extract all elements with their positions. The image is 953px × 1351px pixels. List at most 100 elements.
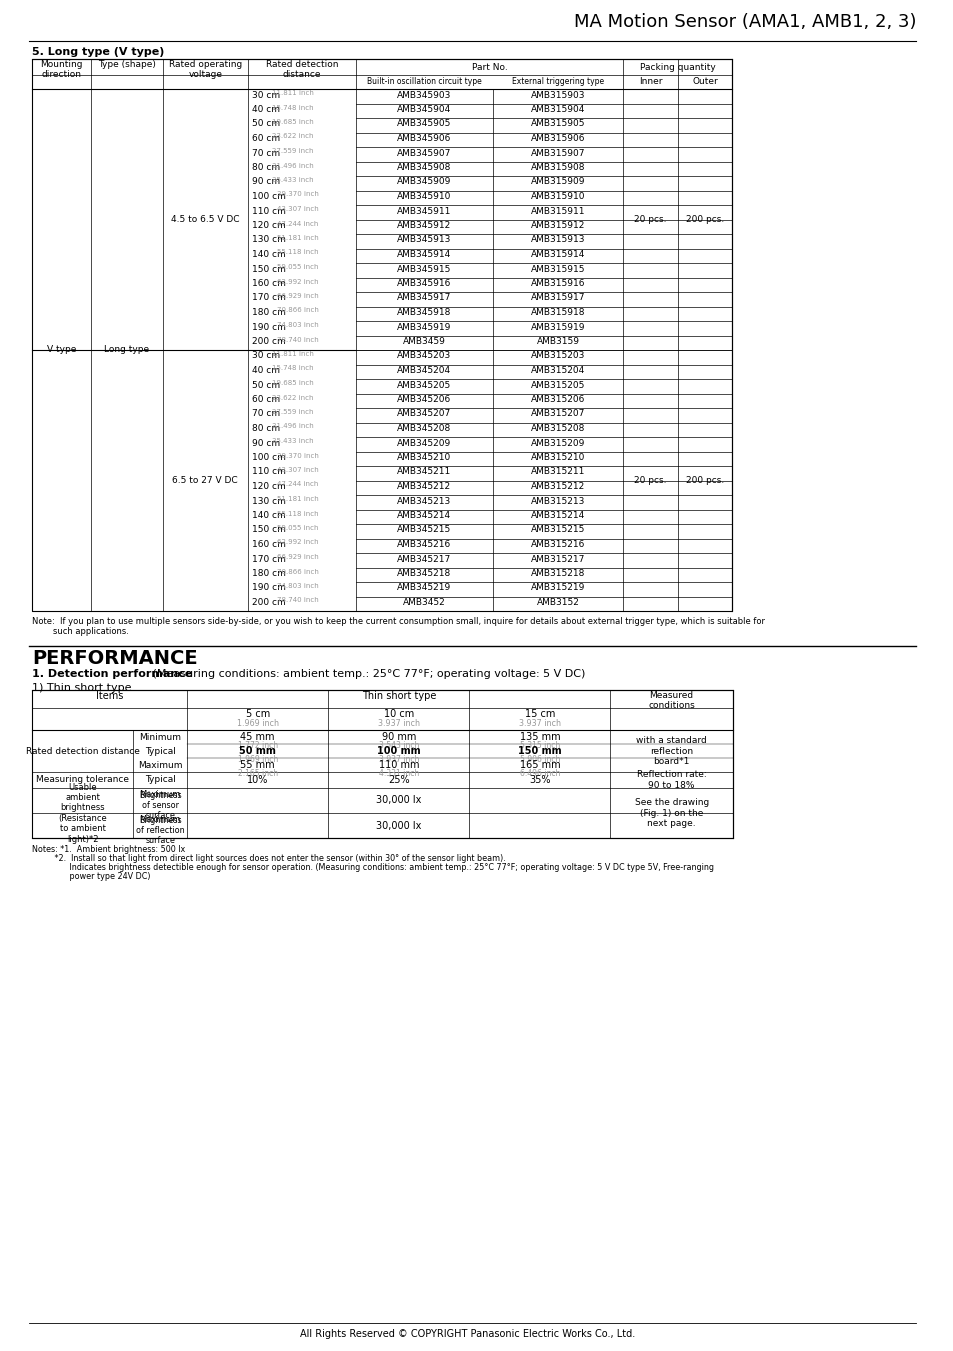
Text: 130 cm: 130 cm — [252, 235, 285, 245]
Text: AMB345204: AMB345204 — [396, 366, 451, 376]
Text: 15.748 inch: 15.748 inch — [273, 104, 314, 111]
Text: 1.969 inch: 1.969 inch — [236, 719, 278, 728]
Text: AMB345908: AMB345908 — [396, 163, 451, 172]
Text: AMB315915: AMB315915 — [530, 265, 584, 273]
Text: 45 mm: 45 mm — [240, 732, 274, 742]
Text: 200 pcs.: 200 pcs. — [685, 476, 723, 485]
Text: MA Motion Sensor (AMA1, AMB1, 2, 3): MA Motion Sensor (AMA1, AMB1, 2, 3) — [573, 14, 915, 31]
Text: AMB345219: AMB345219 — [396, 584, 451, 593]
Text: 2.165 inch: 2.165 inch — [237, 769, 277, 777]
Text: 200 pcs.: 200 pcs. — [685, 215, 723, 224]
Text: 47.244 inch: 47.244 inch — [276, 481, 317, 488]
Text: 1) Thin short type: 1) Thin short type — [32, 684, 132, 693]
Text: Type (shape): Type (shape) — [98, 59, 155, 69]
Text: 5. Long type (V type): 5. Long type (V type) — [32, 47, 165, 57]
Text: 160 cm: 160 cm — [252, 280, 285, 288]
Text: AMB345904: AMB345904 — [396, 105, 451, 113]
Text: AMB315917: AMB315917 — [530, 293, 584, 303]
Text: 66.929 inch: 66.929 inch — [276, 293, 318, 299]
Text: AMB345208: AMB345208 — [396, 424, 451, 434]
Text: Long type: Long type — [104, 346, 150, 354]
Text: AMB345218: AMB345218 — [396, 569, 451, 578]
Text: AMB315214: AMB315214 — [530, 511, 584, 520]
Text: AMB315213: AMB315213 — [530, 497, 584, 505]
Text: 70.866 inch: 70.866 inch — [276, 569, 318, 574]
Text: 110 mm: 110 mm — [378, 761, 418, 770]
Text: AMB315918: AMB315918 — [530, 308, 584, 317]
Text: 1.772 inch: 1.772 inch — [237, 740, 277, 750]
Text: Inner: Inner — [639, 77, 661, 86]
Text: AMB315206: AMB315206 — [530, 394, 584, 404]
Text: Maximum: Maximum — [139, 815, 181, 824]
Text: AMB315919: AMB315919 — [530, 323, 584, 331]
Text: 11.811 inch: 11.811 inch — [273, 351, 314, 357]
Text: 51.181 inch: 51.181 inch — [276, 235, 318, 240]
Text: Rated operating
voltage: Rated operating voltage — [169, 59, 242, 80]
Text: AMB345210: AMB345210 — [396, 453, 451, 462]
Text: 60 cm: 60 cm — [252, 134, 279, 143]
Text: AMB315203: AMB315203 — [530, 351, 584, 361]
Text: 23.622 inch: 23.622 inch — [273, 394, 314, 400]
Text: 190 cm: 190 cm — [252, 323, 285, 331]
Text: AMB345916: AMB345916 — [396, 280, 451, 288]
Text: AMB315914: AMB315914 — [530, 250, 584, 259]
Text: 180 cm: 180 cm — [252, 308, 285, 317]
Text: 165 mm: 165 mm — [519, 761, 559, 770]
Text: AMB315913: AMB315913 — [530, 235, 584, 245]
Text: Items: Items — [96, 690, 123, 701]
Text: 110 cm: 110 cm — [252, 467, 285, 477]
Text: AMB315208: AMB315208 — [530, 424, 584, 434]
Text: 5 cm: 5 cm — [245, 709, 270, 719]
Text: 31.496 inch: 31.496 inch — [273, 162, 314, 169]
Text: AMB315911: AMB315911 — [530, 207, 584, 216]
Text: 43.307 inch: 43.307 inch — [276, 205, 318, 212]
Text: 59.055 inch: 59.055 inch — [276, 263, 317, 270]
Text: 30 cm: 30 cm — [252, 351, 279, 361]
Text: 6.5 to 27 V DC: 6.5 to 27 V DC — [172, 476, 238, 485]
Text: 15.748 inch: 15.748 inch — [273, 366, 314, 372]
Text: 40 cm: 40 cm — [252, 366, 279, 376]
Text: 66.929 inch: 66.929 inch — [276, 554, 318, 561]
Text: 51.181 inch: 51.181 inch — [276, 496, 318, 503]
Text: 100 cm: 100 cm — [252, 192, 285, 201]
Text: 78.740 inch: 78.740 inch — [276, 336, 318, 343]
Text: 35.433 inch: 35.433 inch — [273, 438, 314, 444]
Text: 180 cm: 180 cm — [252, 569, 285, 578]
Text: 6.496 inch: 6.496 inch — [519, 769, 559, 777]
Text: AMB315217: AMB315217 — [530, 554, 584, 563]
Text: AMB315905: AMB315905 — [530, 119, 584, 128]
Text: Indicates brightness detectible enough for sensor operation. (Measuring conditio: Indicates brightness detectible enough f… — [32, 863, 714, 871]
Text: 110 cm: 110 cm — [252, 207, 285, 216]
Text: Minimum: Minimum — [139, 732, 181, 742]
Text: AMB345914: AMB345914 — [396, 250, 451, 259]
Text: AMB345217: AMB345217 — [396, 554, 451, 563]
Text: 80 cm: 80 cm — [252, 424, 279, 434]
Text: 4.331 inch: 4.331 inch — [378, 769, 418, 777]
Text: AMB315907: AMB315907 — [530, 149, 584, 158]
Text: 15 cm: 15 cm — [524, 709, 555, 719]
Text: 120 cm: 120 cm — [252, 222, 285, 230]
Text: 31.496 inch: 31.496 inch — [273, 423, 314, 430]
Text: power type 24V DC): power type 24V DC) — [32, 871, 151, 881]
Bar — [32, 690, 732, 838]
Text: AMB345912: AMB345912 — [396, 222, 451, 230]
Text: AMB345207: AMB345207 — [396, 409, 451, 419]
Text: 4.5 to 6.5 V DC: 4.5 to 6.5 V DC — [171, 215, 239, 224]
Text: 27.559 inch: 27.559 inch — [273, 149, 314, 154]
Text: 10 cm: 10 cm — [383, 709, 414, 719]
Text: 5.315 inch: 5.315 inch — [519, 740, 559, 750]
Text: 47.244 inch: 47.244 inch — [276, 220, 317, 227]
Text: Rated detection distance: Rated detection distance — [26, 747, 139, 755]
Text: Maximum: Maximum — [139, 790, 181, 798]
Text: 30,000 lx: 30,000 lx — [375, 820, 421, 831]
Text: 120 cm: 120 cm — [252, 482, 285, 490]
Text: 130 cm: 130 cm — [252, 497, 285, 505]
Text: 55.118 inch: 55.118 inch — [276, 250, 317, 255]
Text: 40 cm: 40 cm — [252, 105, 279, 113]
Text: 55 mm: 55 mm — [240, 761, 274, 770]
Text: 74.803 inch: 74.803 inch — [276, 322, 318, 328]
Text: AMB345905: AMB345905 — [396, 119, 451, 128]
Text: 19.685 inch: 19.685 inch — [273, 380, 314, 386]
Text: Packing quantity: Packing quantity — [639, 63, 715, 72]
Text: 30 cm: 30 cm — [252, 91, 279, 100]
